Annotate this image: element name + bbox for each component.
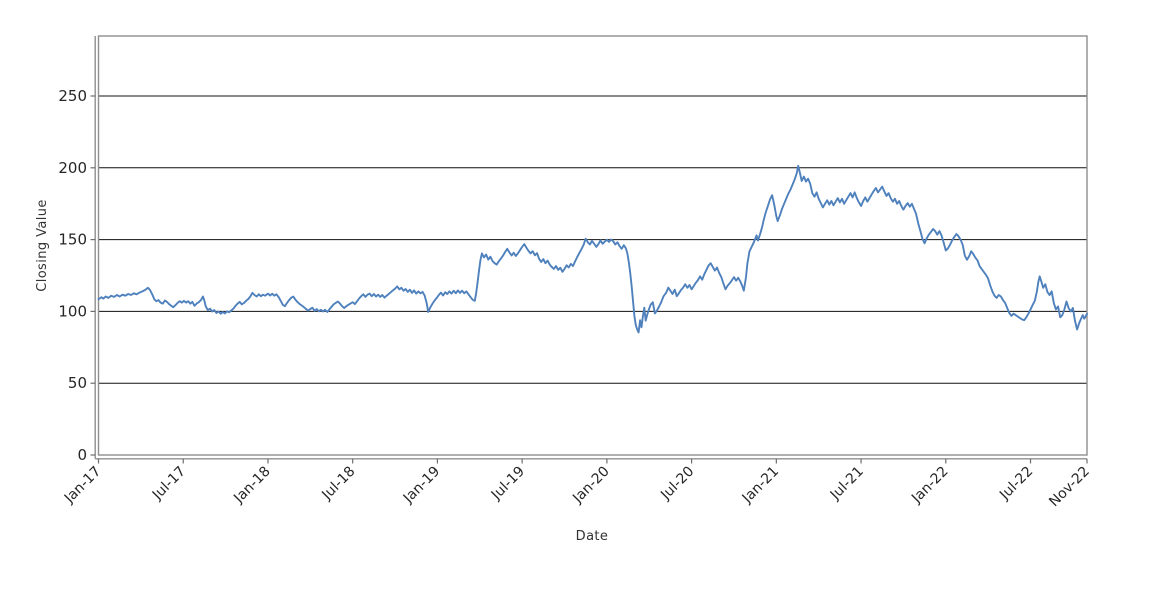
x-axis-title: Date <box>576 529 609 544</box>
x-tick-label: Jan-17 <box>61 464 104 507</box>
y-tick-label: 0 <box>77 446 87 464</box>
tick-marks-layer <box>90 95 1088 464</box>
y-tick-label: 100 <box>58 302 87 320</box>
x-tick-label: Jan-22 <box>908 464 951 507</box>
x-tick-label: Jan-21 <box>739 464 782 507</box>
y-tick-label: 250 <box>58 87 87 105</box>
x-tick-label: Jan-18 <box>230 464 273 507</box>
plot-frame <box>97 35 1088 456</box>
x-tick-label: Jul-22 <box>996 464 1036 504</box>
x-tick-labels-layer: Jan-17 Jul-17 Jan-18 Jul-18 Jan-19 Jul-19 Jan-… <box>61 464 1093 511</box>
y-axis-title: Closing Value <box>35 199 50 292</box>
x-tick-label: Jul-21 <box>827 464 867 504</box>
x-tick-label: Nov-22 <box>1046 464 1093 511</box>
y-tick-label: 200 <box>58 159 87 177</box>
y-tick-labels-layer: 0 50 100 150 200 250 <box>58 87 87 464</box>
x-tick-label: Jan-19 <box>400 464 443 507</box>
gridlines-layer <box>98 95 1087 384</box>
y-tick-label: 150 <box>58 231 87 249</box>
x-tick-label: Jul-17 <box>149 464 189 504</box>
y-tick-label: 50 <box>68 374 87 392</box>
x-tick-label: Jul-18 <box>318 464 358 504</box>
x-tick-label: Jul-20 <box>657 464 697 504</box>
x-tick-label: Jul-19 <box>488 464 528 504</box>
series-line <box>97 164 1088 334</box>
x-tick-label: Jan-20 <box>569 464 612 507</box>
